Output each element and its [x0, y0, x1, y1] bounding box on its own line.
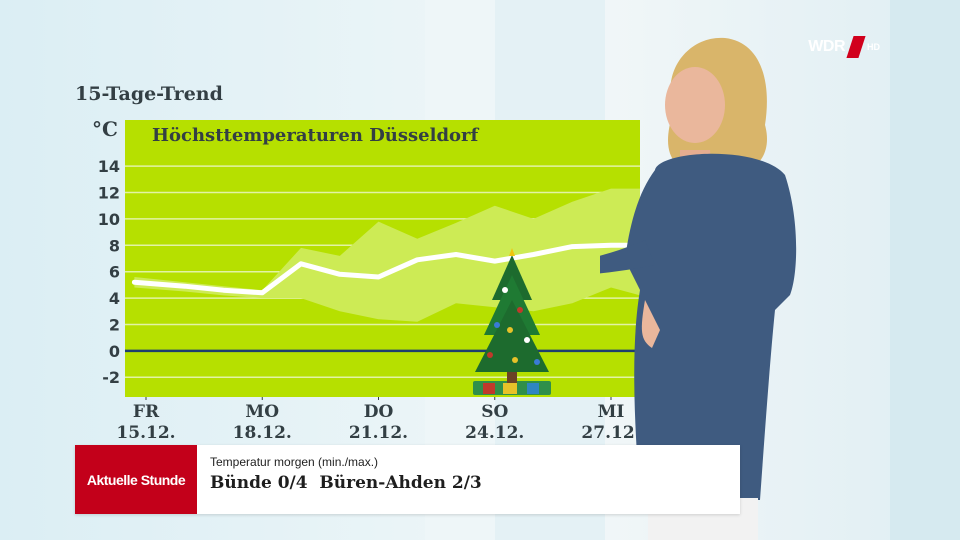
y-tick-label: 4 [109, 289, 120, 308]
y-tick-label: 12 [98, 184, 120, 203]
broadcaster-logo: WDR HD [808, 36, 880, 58]
y-tick-label: 6 [109, 263, 120, 282]
y-tick-label: 10 [98, 210, 120, 229]
christmas-tree-icon [473, 248, 551, 395]
lower-third-banner: Aktuelle Stunde Temperatur morgen (min./… [75, 445, 740, 514]
series-line-max-temp [131, 242, 643, 296]
trend-title: 15-Tage-Trend [75, 83, 223, 105]
studio-backdrop-panel [890, 0, 960, 540]
logo-wordmark: WDR [808, 38, 845, 55]
y-tick-label: -2 [102, 368, 120, 387]
y-axis-ticks: 14 12 10 8 6 4 2 0 -2 [98, 157, 120, 387]
presenter-figure [600, 37, 797, 540]
hd-badge: HD [867, 42, 880, 52]
lower-third-headline: Bünde 0/4 Büren-Ahden 2/3 [210, 473, 482, 493]
show-name: Aktuelle Stunde [86, 471, 186, 488]
x-tick-date-label: 18.12. [233, 423, 292, 443]
y-tick-label: 14 [98, 157, 120, 176]
x-tick-day-label: SO [481, 402, 508, 422]
unit-label: °C [92, 117, 118, 141]
x-tick-day-label: DO [364, 402, 394, 422]
x-tick-date-label: 21.12. [349, 423, 408, 443]
show-badge: Aktuelle Stunde [75, 445, 197, 514]
x-tick-date-label: 27.12. [581, 423, 640, 443]
x-tick-day-label: FR [133, 402, 160, 422]
x-tick-date-label: 24.12. [465, 423, 524, 443]
y-tick-label: 8 [109, 236, 120, 255]
x-tick-day-label: MI [598, 402, 625, 422]
y-tick-label: 0 [109, 342, 120, 361]
y-tick-label: 2 [109, 315, 120, 334]
chart-title: Höchsttemperaturen Düsseldorf [152, 125, 480, 146]
x-tick-date-label: 15.12. [116, 423, 175, 443]
lower-third-subtitle: Temperatur morgen (min./max.) [210, 455, 379, 469]
x-tick-day-label: MO [245, 402, 279, 422]
